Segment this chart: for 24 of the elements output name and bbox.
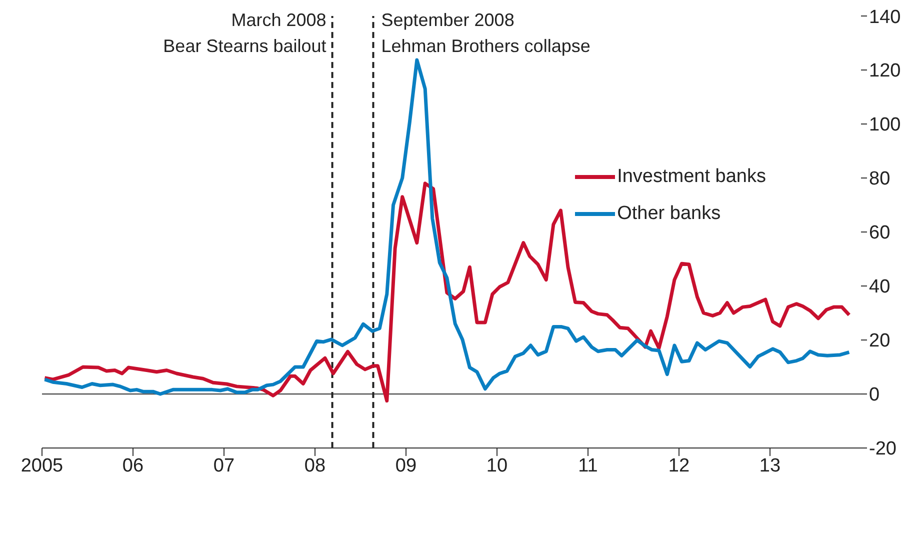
x-tick-label: 10 [486,455,508,476]
y-tick-label: 40 [869,276,890,298]
x-tick-label: 08 [304,455,326,476]
x-tick-label: 2005 [20,455,64,476]
y-tick-label: 0 [869,384,880,406]
line-series [42,58,851,396]
y-tick-label: 120 [869,60,901,82]
y-tick-label: -20 [869,438,896,460]
y-tick-label: 20 [869,330,890,352]
y-tick-label: 80 [869,168,890,190]
y-tick-label: 140 [869,6,901,28]
x-tick-label: 11 [578,455,598,476]
line-series [42,182,851,402]
x-tick-label: 13 [759,455,781,476]
ref-line-label: September 2008 Lehman Brothers collapse [381,10,590,56]
legend-label: Other banks [617,202,721,224]
ref-line-label: March 2008 Bear Stearns bailout [163,10,326,56]
y-tick-label: 60 [869,222,890,244]
x-tick-label: 07 [213,455,235,476]
y-tick-label: 100 [869,114,901,136]
legend-label: Investment banks [617,166,766,188]
x-tick-label: 09 [395,455,417,476]
x-tick-label: 12 [668,455,690,476]
x-tick-label: 06 [122,455,144,476]
